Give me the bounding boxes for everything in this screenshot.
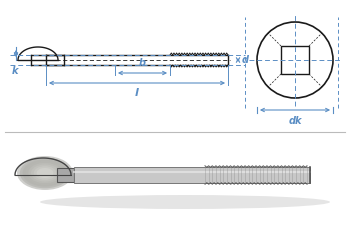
Text: l: l [135, 88, 139, 98]
Text: k: k [12, 66, 18, 76]
Ellipse shape [31, 164, 59, 182]
Text: b: b [139, 58, 146, 68]
Ellipse shape [17, 156, 73, 190]
Ellipse shape [26, 161, 65, 185]
Ellipse shape [28, 163, 62, 183]
Ellipse shape [23, 160, 68, 186]
Text: dk: dk [288, 116, 302, 126]
Text: d: d [242, 55, 249, 65]
Ellipse shape [20, 158, 70, 188]
Ellipse shape [40, 195, 330, 209]
Bar [74, 167, 310, 183]
Bar [57, 168, 74, 182]
Ellipse shape [37, 168, 54, 178]
Ellipse shape [34, 166, 56, 180]
